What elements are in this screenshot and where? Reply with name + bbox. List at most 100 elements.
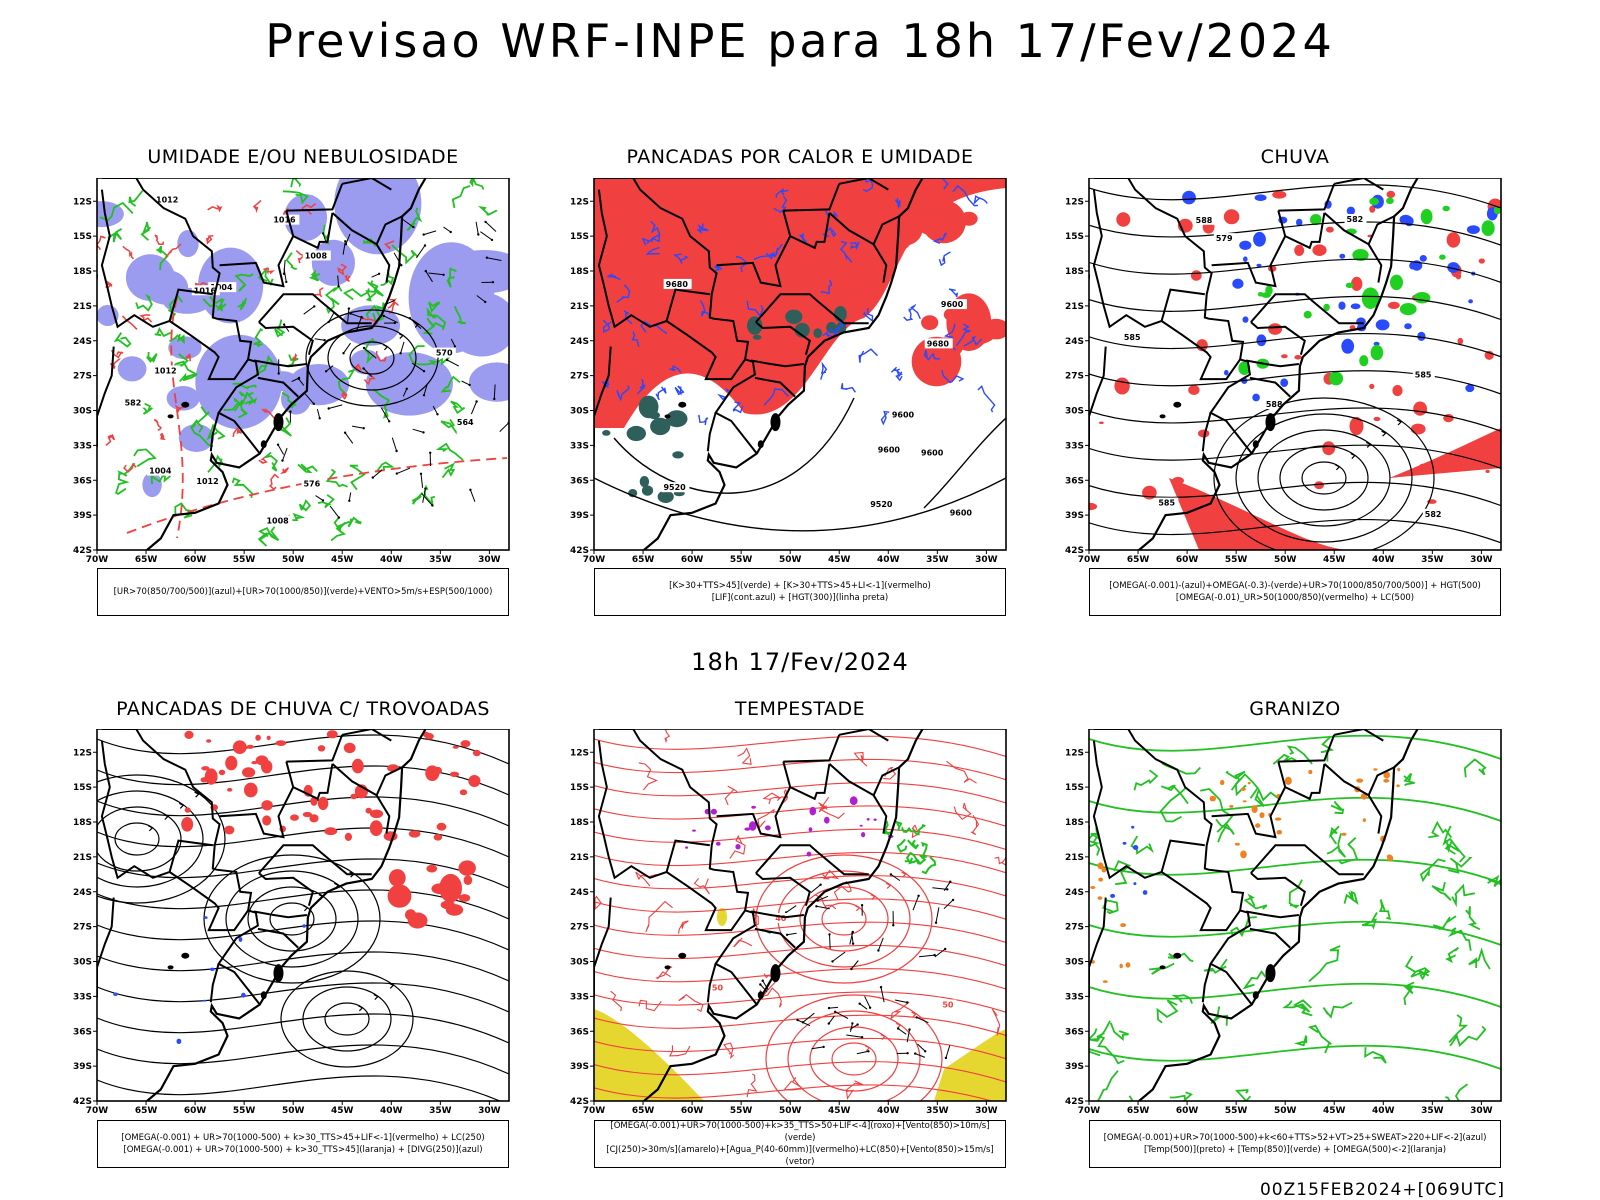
omega-green-cells-cell (1310, 214, 1322, 226)
lifted-index-contours-segment (952, 184, 979, 207)
wind-vector-head (819, 883, 822, 886)
precipitable-water-contours-segment (821, 869, 840, 880)
lon-label: 65W (632, 1106, 655, 1116)
precipitable-water-contours-segment (761, 987, 783, 1008)
wind-vector (415, 245, 426, 259)
forecast-map: 1008101210041016576582570564100410121008… (73, 178, 510, 565)
wind-vector (906, 1029, 910, 1043)
omega-red-cells-cell (1116, 212, 1131, 227)
political-border (706, 412, 717, 452)
thickness-contours-segment (207, 204, 223, 213)
instability-red-cells-cell (921, 315, 939, 330)
streamline (97, 806, 182, 872)
wind-vector-head (360, 315, 363, 319)
contour-label: 1016 (273, 216, 296, 225)
omega-green-cells-cell (1303, 310, 1312, 319)
streamline (594, 968, 1006, 990)
thunderstorm-red-cells-cell (449, 771, 460, 777)
humidity-1000-850-contours-segment (115, 471, 130, 495)
thunderstorm-red-coast-cell (426, 864, 438, 873)
storm-purple-cells-cell (692, 829, 696, 832)
temp-850-contours-segment (1282, 1000, 1311, 1013)
storm-purple-cells-cell (873, 818, 877, 821)
humidity-1000-850-contours-segment (231, 477, 254, 498)
lagoa-mirim (260, 991, 267, 1000)
political-border (1250, 321, 1306, 355)
political-border (1367, 766, 1395, 796)
contour-label-bg (271, 214, 300, 225)
contour-label: 1012 (154, 366, 176, 375)
omega-500-orange-cells-cell (1356, 778, 1364, 783)
thunderstorm-red-cells-cell (472, 749, 481, 757)
divergence-blue-cells-cell (202, 999, 207, 1002)
omega-500-orange-cells-cell (1341, 832, 1347, 836)
wind-vector-head (468, 383, 471, 387)
lat-label: 33S (570, 441, 589, 451)
lat-label: 12S (73, 748, 92, 758)
wind-vector (355, 316, 362, 333)
thunderstorm-red-cells-cell (261, 800, 273, 811)
political-border (750, 359, 805, 368)
instability-green-cells-cell (650, 417, 671, 436)
political-border (101, 729, 261, 1006)
wind-vector-head (856, 1023, 859, 1026)
contour-label: 1004 (210, 283, 233, 292)
lifted-index-contours-segment (696, 223, 709, 235)
lat-label: 18S (1065, 267, 1084, 277)
political-border (1201, 412, 1212, 452)
streamline (1089, 407, 1501, 432)
humidity-1000-850-contours-segment (451, 185, 471, 209)
lifted-index-contours-segment (763, 388, 789, 406)
political-border (755, 872, 811, 906)
lat-label: 30S (73, 407, 92, 417)
wind-vector-head (946, 888, 949, 891)
lat-label: 15S (570, 232, 589, 242)
lat-label: 18S (1065, 818, 1084, 828)
wind-vector-head (342, 352, 345, 355)
omega-blue-cells-cell (1224, 369, 1229, 376)
humidity-1000-850-contours-segment (450, 400, 466, 415)
political-border (594, 346, 612, 451)
humidity-700-500-fill-cell (334, 178, 422, 255)
wind-vector-head (944, 947, 947, 951)
humidity-fill-west-cell (142, 472, 162, 498)
wind-vector-head (442, 273, 445, 276)
wind-vector-head (388, 420, 391, 423)
storm-purple-cells-cell (809, 806, 817, 816)
streamline (1089, 519, 1501, 544)
wind-vector-head (371, 476, 374, 479)
divergence-blue-cells (113, 916, 306, 1044)
omega-green-cells-cell (1386, 197, 1394, 205)
map-frame (96, 178, 510, 551)
jet-core-yellow-small (717, 908, 727, 926)
lat-label: 39S (570, 1062, 589, 1072)
wind-vector (303, 305, 315, 315)
wind-vector (371, 273, 380, 278)
instability-green-cells (602, 395, 688, 504)
atlantic-coastline (146, 729, 427, 1101)
temp-850-contours-segment (1330, 800, 1345, 815)
lifted-index-contours-segment (850, 241, 860, 251)
political-border (1250, 872, 1306, 906)
omega-500-orange-cells-cell (1242, 800, 1247, 803)
political-border (1089, 897, 1107, 1002)
political-border (755, 293, 869, 325)
lon-label: 30W (975, 555, 998, 565)
omega-500-orange-cells-cell (1259, 812, 1265, 819)
wind-vector-head (490, 238, 494, 242)
contour-label: 9600 (878, 446, 901, 455)
lat-label: 21S (1065, 302, 1084, 312)
lifted-index-contours-segment (616, 385, 630, 402)
temp-850-contours-segment (1343, 890, 1359, 905)
humidity-700-500-fill-cell (284, 194, 328, 241)
wind-vector (850, 1023, 853, 1032)
precipitable-water-contours-segment (724, 785, 738, 806)
lon-label: 55W (730, 1106, 753, 1116)
wind-vector (469, 489, 476, 502)
streamline (594, 735, 1006, 758)
lifted-index-contours-segment (798, 233, 807, 245)
wind-vector (461, 380, 470, 386)
temp-850-contours-segment (1292, 999, 1313, 1017)
political-border (839, 178, 889, 191)
precipitable-water-contours-segment (783, 1076, 803, 1091)
